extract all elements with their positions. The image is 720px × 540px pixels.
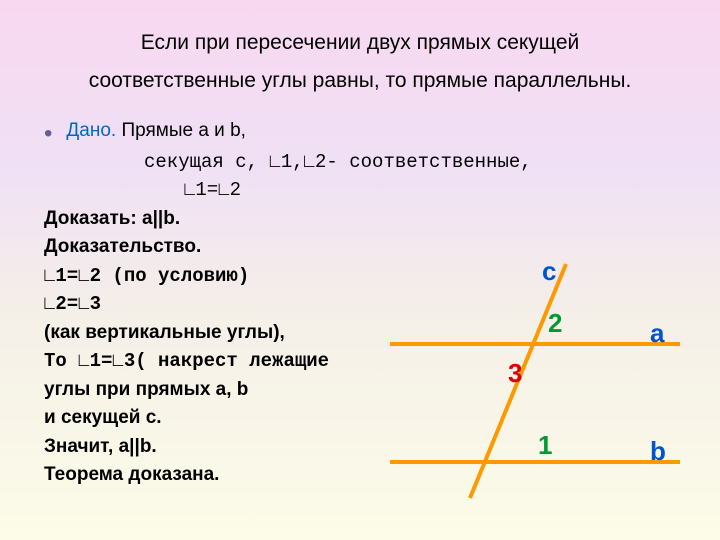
prove-line: Доказать: a||b. <box>44 205 690 234</box>
label-a: a <box>650 318 664 349</box>
label-angle-1: 1 <box>538 430 552 461</box>
label-angle-2: 2 <box>548 308 562 339</box>
geometry-diagram: c a b 2 3 1 <box>370 250 690 510</box>
given-line1: Прямые a и b, <box>116 120 246 141</box>
diagram-svg <box>370 250 690 510</box>
bullet-dot: • <box>44 122 52 146</box>
given-line2: секущая c, ∟1,∟2- соответственные, <box>44 148 690 177</box>
label-angle-3: 3 <box>508 358 522 389</box>
given-row: • Дано. Прямые a и b, <box>44 120 690 146</box>
given-line3: ∟1=∟2 <box>44 176 690 205</box>
label-b: b <box>650 436 666 467</box>
label-c: c <box>542 256 556 287</box>
title-text: Если при пересечении двух прямых секущей… <box>0 0 720 110</box>
given-label: Дано. <box>66 120 116 141</box>
